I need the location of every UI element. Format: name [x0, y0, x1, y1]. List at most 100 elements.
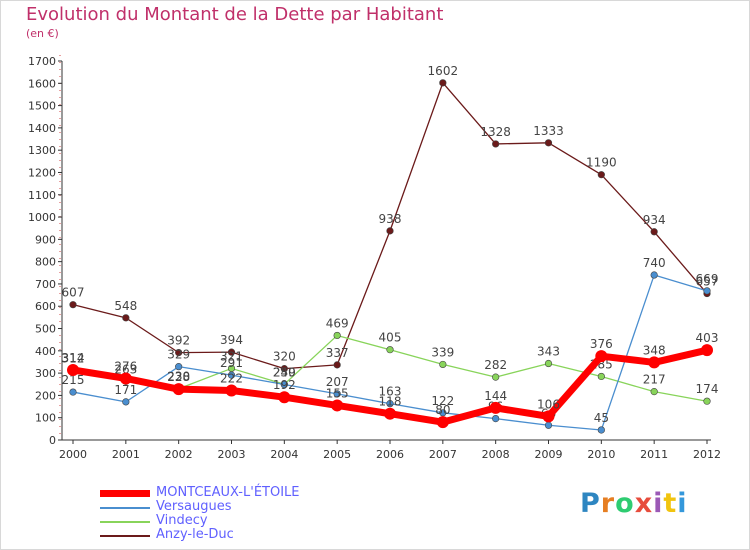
data-label-montceaux-l-toile: 376	[590, 337, 613, 351]
y-tick-label: 1100	[28, 189, 56, 202]
data-point-anzy-le-duc	[439, 79, 447, 87]
data-label-versaugues: 122	[431, 394, 454, 408]
x-tick-label: 2003	[218, 448, 246, 461]
data-point-anzy-le-duc	[386, 227, 394, 235]
y-tick-label: 0	[49, 434, 56, 447]
data-label-anzy-le-duc: 657	[696, 275, 719, 289]
data-point-versaugues	[227, 371, 236, 379]
data-label-vindecy: 405	[379, 331, 402, 345]
y-tick-label: 400	[35, 345, 56, 358]
data-label-vindecy: 250	[273, 365, 296, 379]
data-point-anzy-le-duc	[227, 348, 236, 356]
data-point-versaugues	[439, 409, 447, 417]
y-tick-label: 200	[35, 389, 56, 402]
data-label-versaugues: 171	[114, 383, 137, 397]
data-label-versaugues: 207	[326, 375, 349, 389]
data-point-anzy-le-duc	[280, 365, 288, 373]
data-point-montceaux-l-toile	[278, 391, 291, 404]
legend-swatch	[100, 521, 150, 523]
logo-letter: o	[615, 488, 635, 519]
x-tick-label: 2002	[165, 448, 193, 461]
data-point-vindecy	[544, 359, 553, 368]
data-label-vindecy: 343	[537, 345, 560, 359]
logo-letter: t	[663, 488, 678, 519]
data-label-vindecy: 312	[62, 351, 85, 365]
logo-letter: r	[600, 488, 616, 519]
data-label-montceaux-l-toile: 276	[114, 359, 137, 373]
data-label-montceaux-l-toile: 106	[537, 397, 560, 411]
data-label-anzy-le-duc: 1328	[480, 125, 511, 139]
data-label-anzy-le-duc: 607	[62, 286, 85, 300]
logo-letter: i	[653, 488, 664, 519]
y-tick-label: 700	[35, 278, 56, 291]
x-tick-label: 2008	[482, 448, 510, 461]
data-point-versaugues	[122, 398, 130, 406]
data-point-vindecy	[650, 388, 658, 396]
data-label-montceaux-l-toile: 80	[435, 403, 450, 417]
data-label-anzy-le-duc: 1602	[428, 64, 459, 78]
data-label-anzy-le-duc: 1190	[586, 156, 617, 170]
data-point-montceaux-l-toile	[489, 401, 502, 414]
data-label-anzy-le-duc: 938	[379, 212, 402, 226]
chart-title: Evolution du Montant de la Dette par Hab…	[26, 4, 444, 25]
data-label-versaugues: 45	[594, 411, 609, 425]
data-label-anzy-le-duc: 548	[114, 299, 137, 313]
logo-letter: P	[580, 488, 601, 519]
data-point-anzy-le-duc	[175, 349, 183, 357]
data-label-anzy-le-duc: 320	[273, 350, 296, 364]
y-tick-label: 1300	[28, 144, 56, 157]
data-point-vindecy	[333, 331, 341, 340]
data-point-versaugues	[650, 271, 658, 279]
data-label-vindecy: 321	[220, 349, 243, 363]
data-point-anzy-le-duc	[597, 171, 605, 179]
data-label-versaugues: 291	[220, 356, 243, 370]
data-label-anzy-le-duc: 337	[326, 346, 349, 360]
data-point-montceaux-l-toile	[648, 356, 661, 369]
data-label-montceaux-l-toile: 144	[484, 389, 507, 403]
data-point-montceaux-l-toile	[67, 363, 79, 376]
data-point-montceaux-l-toile	[436, 416, 449, 429]
data-label-versaugues: 329	[167, 348, 190, 362]
y-tick-label: 900	[35, 233, 56, 246]
logo-letter: x	[634, 488, 654, 519]
data-point-anzy-le-duc	[122, 314, 130, 322]
data-point-vindecy	[597, 372, 605, 381]
y-tick-label: 300	[35, 367, 56, 380]
data-label-montceaux-l-toile: 192	[273, 378, 296, 392]
y-tick-label: 1200	[28, 166, 56, 179]
data-label-vindecy: 230	[167, 370, 190, 384]
data-label-vindecy: 469	[326, 316, 349, 330]
legend-swatch	[100, 507, 150, 509]
data-label-montceaux-l-toile: 222	[220, 372, 243, 386]
data-point-vindecy	[703, 397, 711, 405]
data-label-vindecy: 217	[643, 373, 666, 387]
proxiti-logo: Proxiti	[580, 488, 688, 519]
x-tick-label: 2009	[535, 448, 563, 461]
data-point-versaugues	[386, 400, 394, 408]
data-point-montceaux-l-toile	[172, 383, 185, 396]
legend-swatch	[100, 490, 150, 497]
data-point-montceaux-l-toile	[331, 399, 344, 412]
data-point-vindecy	[439, 360, 447, 369]
data-label-montceaux-l-toile: 228	[167, 370, 190, 384]
x-tick-label: 2010	[587, 448, 615, 461]
x-tick-label: 2006	[376, 448, 404, 461]
data-label-versaugues: 163	[379, 385, 402, 399]
x-tick-label: 2004	[270, 448, 298, 461]
data-point-montceaux-l-toile	[701, 344, 713, 357]
data-point-anzy-le-duc	[544, 139, 553, 147]
data-point-versaugues	[492, 414, 500, 423]
y-tick-label: 100	[35, 412, 56, 425]
data-label-montceaux-l-toile: 314	[62, 351, 85, 365]
legend-label: Vindecy	[156, 513, 208, 528]
y-tick-label: 500	[35, 323, 56, 336]
data-label-vindecy: 282	[484, 358, 507, 372]
data-point-montceaux-l-toile	[595, 350, 608, 363]
logo-letter: i	[677, 488, 688, 519]
data-label-anzy-le-duc: 1333	[533, 124, 564, 138]
data-point-versaugues	[544, 421, 553, 429]
y-tick-label: 1500	[28, 100, 56, 113]
y-tick-label: 1600	[28, 77, 56, 90]
data-label-anzy-le-duc: 394	[220, 333, 243, 347]
